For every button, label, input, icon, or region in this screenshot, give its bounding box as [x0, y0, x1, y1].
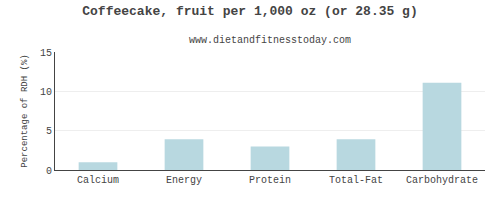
svg-text:Coffeecake, fruit per 1,000 oz: Coffeecake, fruit per 1,000 oz (or 28.35… [82, 4, 417, 19]
svg-text:Percentage of RDH (%): Percentage of RDH (%) [20, 54, 30, 167]
svg-text:10: 10 [40, 87, 52, 98]
svg-text:5: 5 [46, 126, 52, 137]
svg-text:Energy: Energy [166, 175, 202, 186]
svg-text:0: 0 [46, 166, 52, 177]
svg-text:Total-Fat: Total-Fat [329, 175, 383, 186]
svg-text:15: 15 [40, 48, 52, 59]
svg-text:Protein: Protein [249, 175, 291, 186]
svg-text:www.dietandfitnesstoday.com: www.dietandfitnesstoday.com [189, 35, 351, 46]
svg-text:Calcium: Calcium [77, 175, 119, 186]
svg-text:Carbohydrate: Carbohydrate [406, 175, 478, 186]
